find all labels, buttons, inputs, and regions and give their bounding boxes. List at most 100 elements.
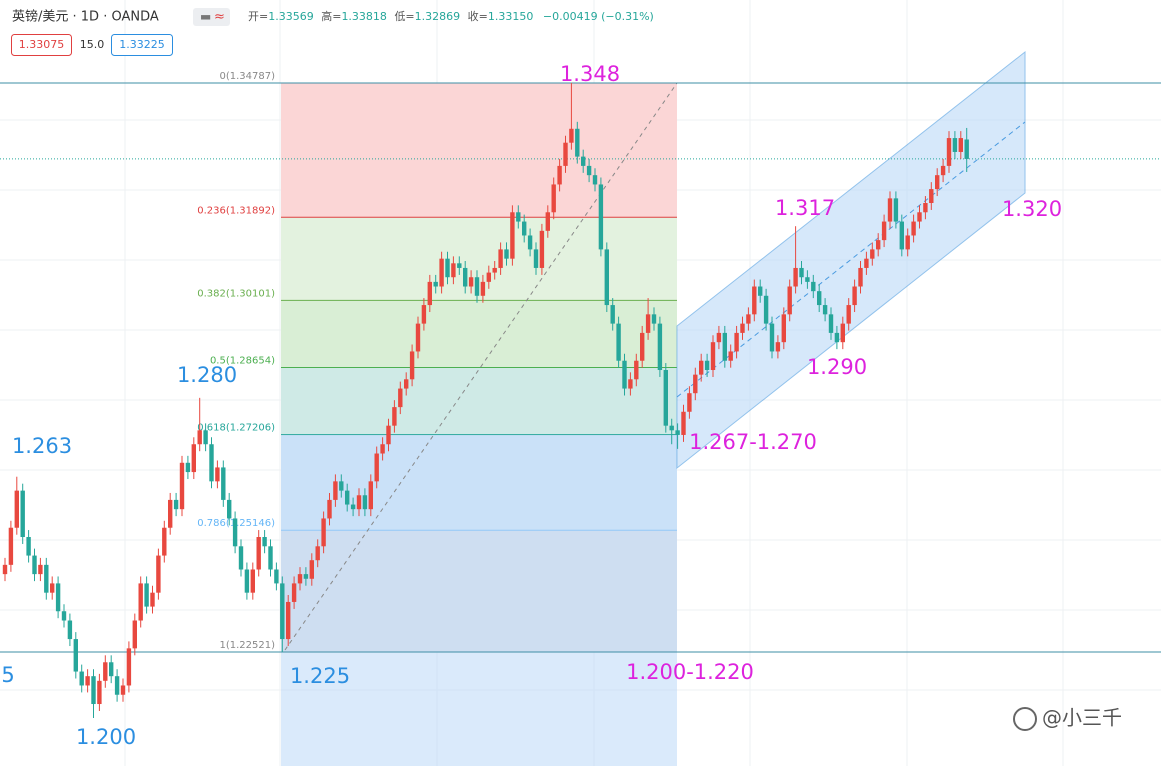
ask-box[interactable] [111,34,173,56]
candle-body [734,332,739,352]
annotation: 1.263 [12,434,72,458]
ohlc-label: 收= [468,9,488,23]
fib-label: 0(1.34787) [219,71,275,82]
fib-label: 0.618(1.27206) [197,423,275,434]
candle-body [345,490,350,505]
candle-body [616,323,621,361]
candle-body [114,676,120,695]
candle-body [144,583,149,607]
candle-body [840,323,845,343]
candle-body [398,388,403,408]
candle-body [380,444,385,454]
candle-body [2,564,8,575]
candle-body [858,267,863,287]
candle-body [280,583,285,640]
candle-body [415,323,421,352]
change: −0.00419 (−0.31%) [543,10,654,23]
candle-body [91,676,96,705]
candle-body [769,323,775,352]
candle-body [333,481,338,500]
annotation: 1.348 [560,62,620,86]
candle-body [179,462,185,510]
candle-body [634,360,639,380]
candle-body [368,481,373,510]
candle-body [828,314,834,333]
candle-body [463,267,468,287]
candle-body [551,184,556,213]
candle-body [321,518,326,547]
candle-body [563,142,568,166]
candle-body [327,499,332,519]
fib-label: 0.5(1.28654) [210,356,275,367]
candle-body [946,138,952,166]
candle-body [386,425,391,445]
candle-body [274,569,279,584]
fib-zone [281,367,677,435]
candle-body [651,314,657,324]
annotations: 1.348 1.263 1.280 5 1.200 1.225 1.200-1.220 1.2… [1,62,1062,749]
candle-body [805,277,810,282]
candle-body [244,569,250,593]
candle-body [533,249,539,268]
annotation: 1.320 [1002,197,1062,221]
candle-body [604,249,609,306]
candle-body [173,499,179,510]
candle-body [746,314,751,324]
candle-body [722,332,727,361]
candle-body [486,272,491,282]
toggle-box[interactable] [193,8,230,26]
candle-body [427,281,432,306]
candle-body [693,374,698,394]
ohlc-value: 1.33569 [268,10,314,23]
icon: ▬ [200,10,211,24]
parallel-channel [676,50,1026,470]
candle-body [899,221,904,250]
candle-body [940,165,946,176]
candle-body [109,662,114,677]
candle-body [32,555,37,575]
candle-body [221,467,226,500]
candle-body [421,305,427,324]
watermark-text: @小三千 [1042,706,1122,730]
candle-body [870,249,875,259]
candle-body [964,139,969,159]
ohlc: 开=1.33569 高=1.33818 低=1.32869 收=1.33150 … [248,9,654,23]
candle-body [781,314,786,343]
annotation: 5 [1,663,14,687]
candle-body [935,175,940,190]
fib-label: 0.236(1.31892) [197,205,275,216]
candle-body [575,128,580,157]
candle-body [610,305,615,324]
candle-body [409,351,415,380]
candle-body [256,537,261,570]
ohlc-label: 低= [394,10,414,23]
bid: 1.33075 [19,38,65,51]
candle-body [433,281,438,287]
candle-body [215,467,220,482]
candle-body [14,490,19,528]
candle-body [480,281,486,296]
candle-body [622,360,627,389]
candle-body [510,212,515,259]
candle-body [628,379,633,389]
bid-box[interactable] [11,34,72,56]
candle-body [445,258,450,278]
annotation: 1.317 [775,196,835,220]
ohlc-value: 1.33818 [341,10,387,23]
candle-body [8,527,14,565]
watermark: @小三千 [1013,706,1122,731]
candle-body [315,546,320,561]
candle-body [728,351,733,361]
candle-body [362,495,368,510]
candle-body [958,138,963,152]
candle-body [586,165,592,176]
candle-body [61,611,67,621]
candle-body [929,189,934,204]
candle-body [50,583,55,593]
candle-body [539,230,545,268]
candle-body [763,295,769,324]
candle-body [817,291,822,306]
candle-body [911,221,916,236]
candle-body [404,379,409,389]
candle-body [26,537,31,556]
